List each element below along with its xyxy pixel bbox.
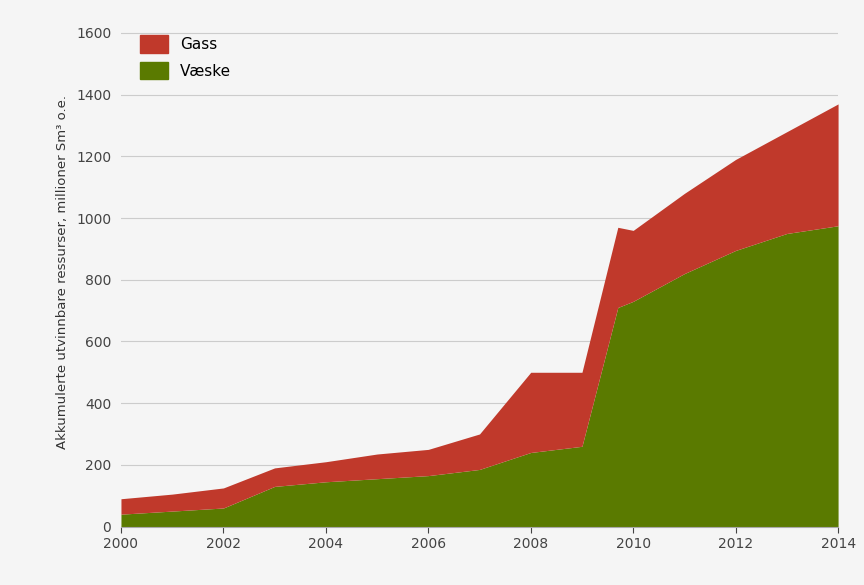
- Legend: Gass, Væske: Gass, Væske: [136, 30, 236, 84]
- Y-axis label: Akkumulerte utvinnbare ressurser, millioner Sm³ o.e.: Akkumulerte utvinnbare ressurser, millio…: [56, 95, 69, 449]
